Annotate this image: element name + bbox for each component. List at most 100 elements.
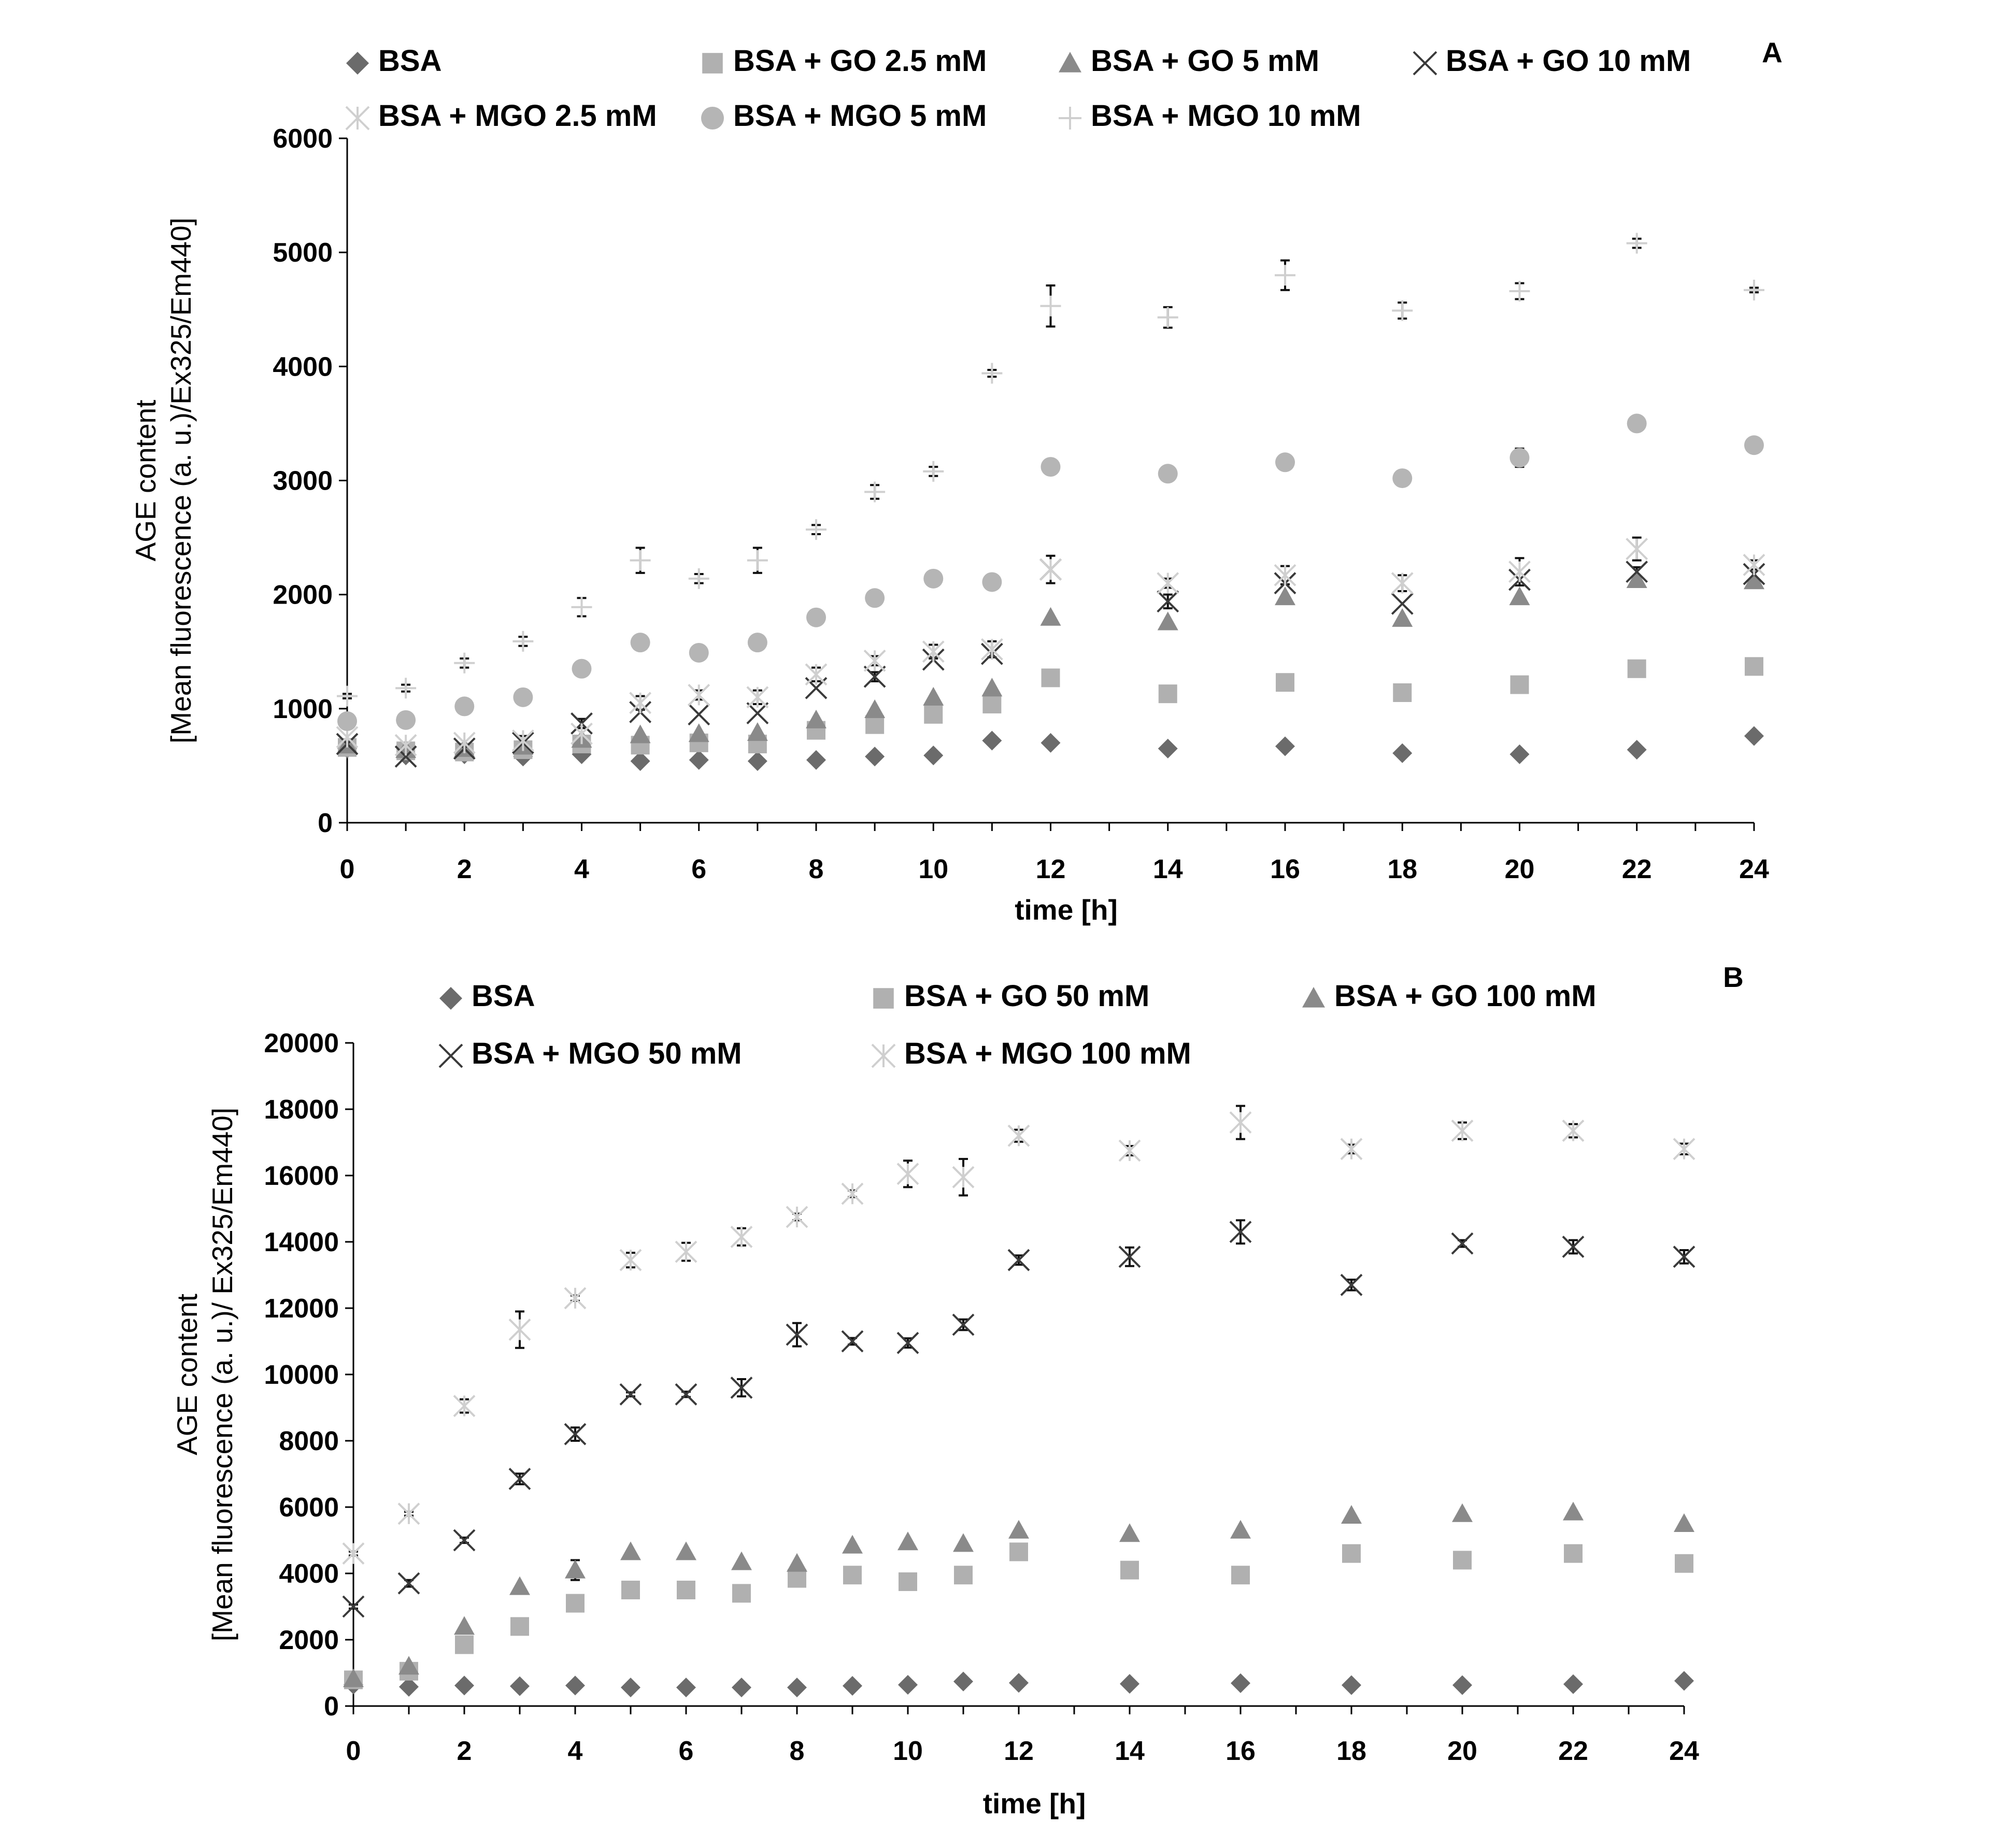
x-tick-label: 6 [679, 1736, 694, 1766]
y-tick-label: 5000 [273, 238, 333, 268]
legend-label: BSA + GO 10 mM [1446, 44, 1691, 78]
data-point [898, 1675, 918, 1695]
data-point [508, 1319, 531, 1341]
data-point [688, 703, 710, 726]
data-point [1342, 1544, 1361, 1563]
data-point [1120, 1560, 1139, 1580]
legend-label: BSA + MGO 5 mM [733, 99, 987, 133]
data-point [730, 1377, 753, 1399]
data-point [453, 732, 476, 754]
data-point [1275, 586, 1295, 606]
data-point [924, 705, 943, 724]
y-axis-title: AGE content [130, 400, 162, 562]
data-point [565, 1675, 585, 1696]
x-tick-label: 4 [568, 1736, 583, 1766]
data-point [1562, 1120, 1585, 1142]
data-point [1509, 448, 1530, 468]
data-point [899, 1572, 917, 1591]
data-point [1675, 1554, 1693, 1573]
data-point [1673, 1245, 1695, 1268]
data-point [337, 711, 357, 732]
data-point [511, 729, 534, 752]
data-point [1392, 468, 1413, 489]
data-point [510, 1617, 529, 1636]
data-point [512, 631, 534, 652]
data-point [787, 1678, 807, 1698]
data-point [1391, 572, 1414, 595]
data-point [805, 663, 828, 686]
y-axis-title-units: [Mean fluorescence (a. u.)/Ex325/Em440] [165, 218, 197, 743]
x-tick-label: 10 [893, 1736, 923, 1766]
data-point [1041, 668, 1060, 687]
data-point [629, 692, 652, 714]
data-point [565, 1559, 586, 1579]
data-point [1340, 1138, 1363, 1161]
data-point [1158, 684, 1177, 704]
data-point [1229, 1221, 1252, 1243]
legend-marker [1059, 52, 1081, 73]
data-point [619, 1249, 642, 1271]
data-point [395, 678, 417, 699]
data-point [1009, 1673, 1029, 1693]
data-point [952, 1313, 975, 1336]
data-point [342, 1595, 365, 1618]
data-point [1743, 554, 1765, 576]
y-tick-label: 0 [324, 1692, 339, 1722]
data-point [746, 702, 769, 725]
data-point [1744, 435, 1764, 455]
data-point [394, 734, 417, 756]
panel-label: B [1723, 961, 1744, 993]
data-point [398, 1656, 419, 1675]
legend-marker [701, 107, 724, 130]
data-point [923, 568, 944, 589]
data-point [1008, 1520, 1029, 1539]
data-point [1451, 1232, 1474, 1255]
data-point [1627, 740, 1647, 760]
legend-marker [346, 52, 369, 75]
x-tick-label: 20 [1505, 854, 1535, 884]
data-point [343, 1668, 364, 1687]
y-tick-label: 10000 [264, 1360, 339, 1390]
x-tick-label: 8 [809, 854, 824, 884]
data-point [342, 1542, 365, 1565]
data-point [897, 1531, 918, 1551]
data-point [689, 750, 709, 770]
y-tick-label: 4000 [273, 352, 333, 382]
x-tick-label: 24 [1669, 1736, 1699, 1766]
data-point [1158, 464, 1178, 484]
legend-marker [1302, 987, 1325, 1008]
data-point [863, 665, 886, 688]
data-point [1627, 413, 1647, 434]
series-bsa-mgo-10-mm [337, 233, 1764, 707]
data-point [397, 1502, 420, 1525]
x-tick-label: 20 [1447, 1736, 1477, 1766]
y-tick-label: 2000 [273, 580, 333, 610]
y-tick-label: 20000 [264, 1028, 339, 1058]
data-point [1562, 1236, 1585, 1258]
data-point [865, 747, 885, 767]
data-point [922, 640, 945, 663]
data-point [747, 751, 767, 771]
series-bsa [337, 726, 1764, 771]
data-point [630, 724, 651, 743]
data-point [572, 658, 592, 679]
data-point [1744, 726, 1764, 746]
data-point [841, 1182, 864, 1205]
data-point [982, 730, 1002, 751]
data-point [843, 1566, 862, 1585]
data-point [788, 1569, 806, 1588]
data-point [688, 568, 709, 589]
data-point [1674, 1671, 1694, 1691]
data-point [841, 1330, 864, 1353]
data-point [842, 1535, 863, 1554]
x-tick-label: 24 [1739, 854, 1769, 884]
legend-marker [702, 53, 723, 74]
data-point [980, 638, 1003, 661]
data-point [1626, 538, 1648, 561]
data-point [732, 1584, 751, 1603]
data-point [806, 607, 826, 627]
legend-label: BSA + GO 50 mM [904, 979, 1149, 1013]
legend-label: BSA + MGO 100 mM [904, 1037, 1191, 1070]
data-point [1040, 295, 1061, 317]
data-point [896, 1163, 919, 1185]
